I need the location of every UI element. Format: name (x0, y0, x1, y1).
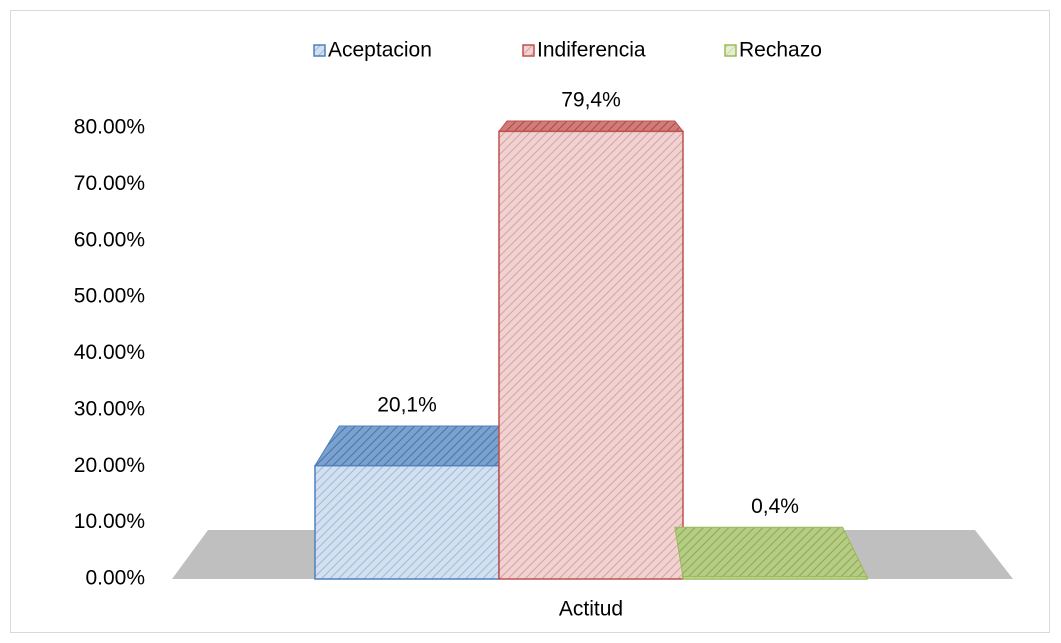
legend-label: Rechazo (739, 39, 822, 62)
legend-swatch (724, 44, 737, 57)
data-label: 0,4% (751, 495, 799, 518)
bar-top (674, 526, 868, 578)
y-tick-label: 40.00% (74, 341, 145, 364)
legend-label: Aceptacion (328, 39, 432, 62)
bar-top (314, 425, 508, 467)
x-tick-label: Actitud (559, 598, 623, 621)
y-tick-label: 50.00% (74, 285, 145, 308)
legend-label: Indiferencia (537, 39, 646, 62)
legend-swatch (313, 44, 326, 57)
bar (314, 464, 500, 580)
y-tick-label: 10.00% (74, 510, 145, 533)
bar (498, 130, 684, 580)
y-tick-label: 0.00% (85, 567, 145, 590)
data-label: 20,1% (377, 393, 437, 416)
y-tick-label: 80.00% (74, 116, 145, 139)
y-tick-label: 60.00% (74, 228, 145, 251)
y-tick-label: 20.00% (74, 454, 145, 477)
y-tick-label: 30.00% (74, 397, 145, 420)
legend-swatch (522, 44, 535, 57)
data-label: 79,4% (561, 89, 621, 112)
bar (682, 575, 868, 580)
bar-top (497, 120, 685, 132)
y-tick-label: 70.00% (74, 172, 145, 195)
